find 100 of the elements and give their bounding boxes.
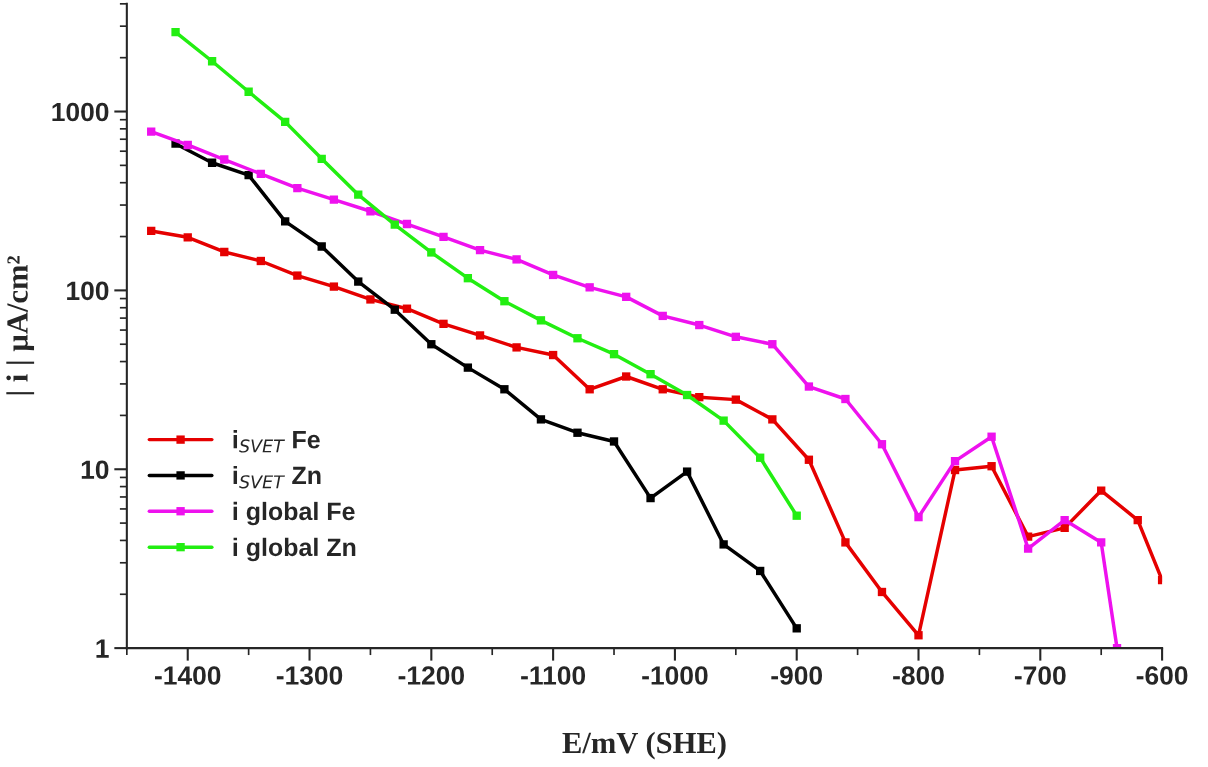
legend-label: i$_{SVET}$ Zn xyxy=(233,465,321,489)
point xyxy=(646,493,655,503)
point xyxy=(695,320,704,330)
point xyxy=(731,395,740,404)
point xyxy=(427,248,436,257)
point xyxy=(987,462,996,471)
x-tick-label: -1200 xyxy=(398,666,464,685)
point xyxy=(147,226,156,236)
point xyxy=(256,256,265,266)
point xyxy=(329,282,339,291)
point xyxy=(512,343,521,352)
point xyxy=(622,292,631,302)
point xyxy=(719,416,728,425)
point xyxy=(463,274,473,283)
point xyxy=(463,363,473,372)
point xyxy=(220,155,229,164)
point xyxy=(402,304,412,313)
point xyxy=(585,283,594,292)
point xyxy=(658,311,667,321)
point xyxy=(1133,515,1142,525)
x-tick-label: -1300 xyxy=(276,666,343,685)
point xyxy=(366,207,375,216)
point xyxy=(1097,538,1106,547)
point xyxy=(536,415,546,424)
point xyxy=(207,57,217,66)
point xyxy=(1060,515,1069,525)
point xyxy=(768,340,777,349)
point xyxy=(390,220,399,229)
point xyxy=(317,154,326,163)
point xyxy=(804,455,814,464)
point xyxy=(682,390,692,400)
point xyxy=(573,428,582,437)
x-axis-title: E/mV (SHE) xyxy=(562,731,726,760)
point xyxy=(792,511,801,520)
x-tick-label: -1000 xyxy=(642,666,708,685)
point xyxy=(804,382,814,391)
point xyxy=(183,140,192,150)
point xyxy=(536,316,546,325)
point xyxy=(1023,544,1033,553)
point xyxy=(256,169,265,179)
point xyxy=(731,332,740,341)
point xyxy=(1097,486,1106,495)
point xyxy=(914,631,923,640)
point xyxy=(841,538,850,547)
point xyxy=(658,385,667,394)
point xyxy=(719,540,728,549)
point xyxy=(390,305,399,314)
point xyxy=(756,453,765,462)
y-axis-title: | i | µA/cm² xyxy=(6,256,35,395)
point xyxy=(354,277,363,286)
point xyxy=(171,27,180,37)
point xyxy=(877,587,887,597)
x-tick-label: -800 xyxy=(893,666,944,685)
legend-label: i$_{SVET}$ Fe xyxy=(233,430,320,453)
point xyxy=(682,467,692,476)
point xyxy=(792,624,801,633)
point xyxy=(329,195,339,204)
point xyxy=(427,340,436,349)
point xyxy=(622,372,631,381)
point xyxy=(220,247,229,257)
point xyxy=(950,456,960,466)
point xyxy=(475,331,485,340)
point xyxy=(512,255,521,264)
point xyxy=(548,350,558,360)
point xyxy=(207,158,217,167)
x-tick-label: -1400 xyxy=(155,666,221,685)
point xyxy=(354,190,363,199)
point xyxy=(281,217,290,226)
point xyxy=(573,334,582,343)
point xyxy=(402,219,412,229)
point xyxy=(281,117,290,127)
point xyxy=(366,295,375,304)
point xyxy=(293,183,302,193)
point xyxy=(293,271,302,280)
point xyxy=(244,87,253,96)
point xyxy=(475,245,485,255)
legend-label: i global Zn xyxy=(233,537,356,562)
x-tick-label: -900 xyxy=(771,666,823,685)
point xyxy=(439,319,448,329)
point xyxy=(147,127,156,136)
point xyxy=(244,170,253,180)
point xyxy=(768,415,777,424)
y-tick-label: 10 xyxy=(81,460,109,480)
point xyxy=(548,270,558,280)
point xyxy=(439,232,448,242)
point xyxy=(841,394,850,404)
point xyxy=(756,566,765,576)
x-tick-label: -600 xyxy=(1136,666,1188,685)
legend-label: i global Fe xyxy=(233,501,355,526)
point xyxy=(609,437,619,446)
point xyxy=(585,385,594,394)
y-tick-label: 1 xyxy=(96,639,109,658)
point xyxy=(609,349,619,359)
point xyxy=(987,432,996,441)
point xyxy=(877,440,887,449)
y-tick-label: 1000 xyxy=(52,102,109,122)
point xyxy=(317,242,326,251)
point xyxy=(500,385,509,394)
x-tick-label: -1100 xyxy=(521,666,586,685)
point xyxy=(646,370,655,379)
